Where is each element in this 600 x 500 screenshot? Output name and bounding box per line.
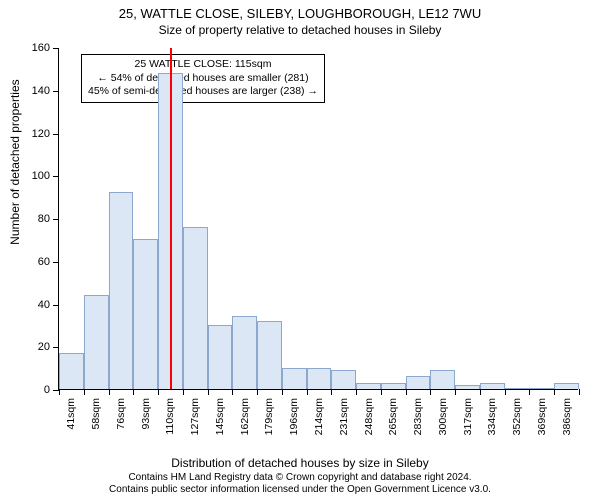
histogram-bar xyxy=(59,353,84,389)
x-tick-label: 265sqm xyxy=(387,398,399,435)
x-tick xyxy=(307,389,308,395)
histogram-bar xyxy=(257,321,282,389)
x-tick xyxy=(331,389,332,395)
x-tick-label: 283sqm xyxy=(412,398,424,435)
x-tick-label: 179sqm xyxy=(263,398,275,435)
chart-container: 25, WATTLE CLOSE, SILEBY, LOUGHBOROUGH, … xyxy=(0,0,600,500)
chart-title-line1: 25, WATTLE CLOSE, SILEBY, LOUGHBOROUGH, … xyxy=(0,0,600,21)
y-tick-label: 160 xyxy=(20,42,50,54)
y-tick-label: 20 xyxy=(20,341,50,353)
histogram-bar xyxy=(282,368,307,389)
x-tick xyxy=(455,389,456,395)
x-tick-label: 300sqm xyxy=(437,398,449,435)
y-tick xyxy=(53,219,59,220)
annotation-line2: ← 54% of detached houses are smaller (28… xyxy=(88,72,318,86)
y-tick xyxy=(53,347,59,348)
x-tick xyxy=(554,389,555,395)
y-tick-label: 60 xyxy=(20,256,50,268)
x-tick-label: 58sqm xyxy=(90,398,102,430)
histogram-bar xyxy=(307,368,332,389)
x-tick xyxy=(381,389,382,395)
x-tick-label: 127sqm xyxy=(189,398,201,435)
x-tick xyxy=(59,389,60,395)
histogram-bar xyxy=(529,388,554,389)
x-tick xyxy=(158,389,159,395)
histogram-bar xyxy=(554,383,579,389)
histogram-bar xyxy=(356,383,381,389)
x-tick xyxy=(579,389,580,395)
histogram-bar xyxy=(232,316,257,389)
annotation-box: 25 WATTLE CLOSE: 115sqm ← 54% of detache… xyxy=(81,54,325,103)
x-tick xyxy=(356,389,357,395)
x-tick-label: 110sqm xyxy=(164,398,176,435)
x-tick-label: 145sqm xyxy=(214,398,226,435)
x-axis-title: Distribution of detached houses by size … xyxy=(0,456,600,470)
x-tick-label: 76sqm xyxy=(115,398,127,430)
y-tick xyxy=(53,176,59,177)
x-tick-label: 162sqm xyxy=(239,398,251,435)
x-tick xyxy=(505,389,506,395)
histogram-bar xyxy=(183,227,208,389)
x-tick xyxy=(133,389,134,395)
histogram-bar xyxy=(84,295,109,389)
x-tick-label: 369sqm xyxy=(536,398,548,435)
annotation-line3: 45% of semi-detached houses are larger (… xyxy=(88,85,318,99)
y-tick xyxy=(53,305,59,306)
x-tick xyxy=(84,389,85,395)
property-marker-line xyxy=(170,48,172,389)
x-tick xyxy=(529,389,530,395)
chart-title-line2: Size of property relative to detached ho… xyxy=(0,21,600,37)
histogram-bar xyxy=(455,385,480,389)
histogram-bar xyxy=(406,376,431,389)
y-tick xyxy=(53,91,59,92)
annotation-line1: 25 WATTLE CLOSE: 115sqm xyxy=(88,58,318,72)
footer: Contains HM Land Registry data © Crown c… xyxy=(0,472,600,496)
x-tick xyxy=(183,389,184,395)
y-tick xyxy=(53,48,59,49)
y-tick-label: 0 xyxy=(20,384,50,396)
histogram-bar xyxy=(331,370,356,389)
x-tick xyxy=(232,389,233,395)
x-tick-label: 196sqm xyxy=(288,398,300,435)
x-tick-label: 334sqm xyxy=(486,398,498,435)
y-tick xyxy=(53,262,59,263)
x-tick-label: 41sqm xyxy=(65,398,77,430)
y-tick-label: 140 xyxy=(20,85,50,97)
x-tick xyxy=(282,389,283,395)
x-tick-label: 231sqm xyxy=(338,398,350,435)
histogram-bar xyxy=(109,192,134,389)
y-tick-label: 80 xyxy=(20,213,50,225)
x-tick-label: 352sqm xyxy=(511,398,523,435)
x-tick xyxy=(257,389,258,395)
x-tick-label: 317sqm xyxy=(462,398,474,435)
plot-area: 25 WATTLE CLOSE: 115sqm ← 54% of detache… xyxy=(58,48,578,390)
histogram-bar xyxy=(480,383,505,389)
x-tick xyxy=(430,389,431,395)
x-tick xyxy=(480,389,481,395)
x-tick-label: 248sqm xyxy=(363,398,375,435)
x-tick xyxy=(406,389,407,395)
x-tick-label: 214sqm xyxy=(313,398,325,435)
y-tick-label: 120 xyxy=(20,128,50,140)
y-tick xyxy=(53,134,59,135)
x-tick-label: 93sqm xyxy=(140,398,152,430)
histogram-bar xyxy=(133,239,158,389)
footer-line1: Contains HM Land Registry data © Crown c… xyxy=(0,472,600,484)
histogram-bar xyxy=(505,388,530,389)
histogram-bar xyxy=(208,325,233,389)
x-tick xyxy=(208,389,209,395)
x-tick xyxy=(109,389,110,395)
footer-line2: Contains public sector information licen… xyxy=(0,484,600,496)
y-tick-label: 40 xyxy=(20,299,50,311)
y-tick-label: 100 xyxy=(20,170,50,182)
histogram-bar xyxy=(381,383,406,389)
x-tick-label: 386sqm xyxy=(561,398,573,435)
histogram-bar xyxy=(430,370,455,389)
